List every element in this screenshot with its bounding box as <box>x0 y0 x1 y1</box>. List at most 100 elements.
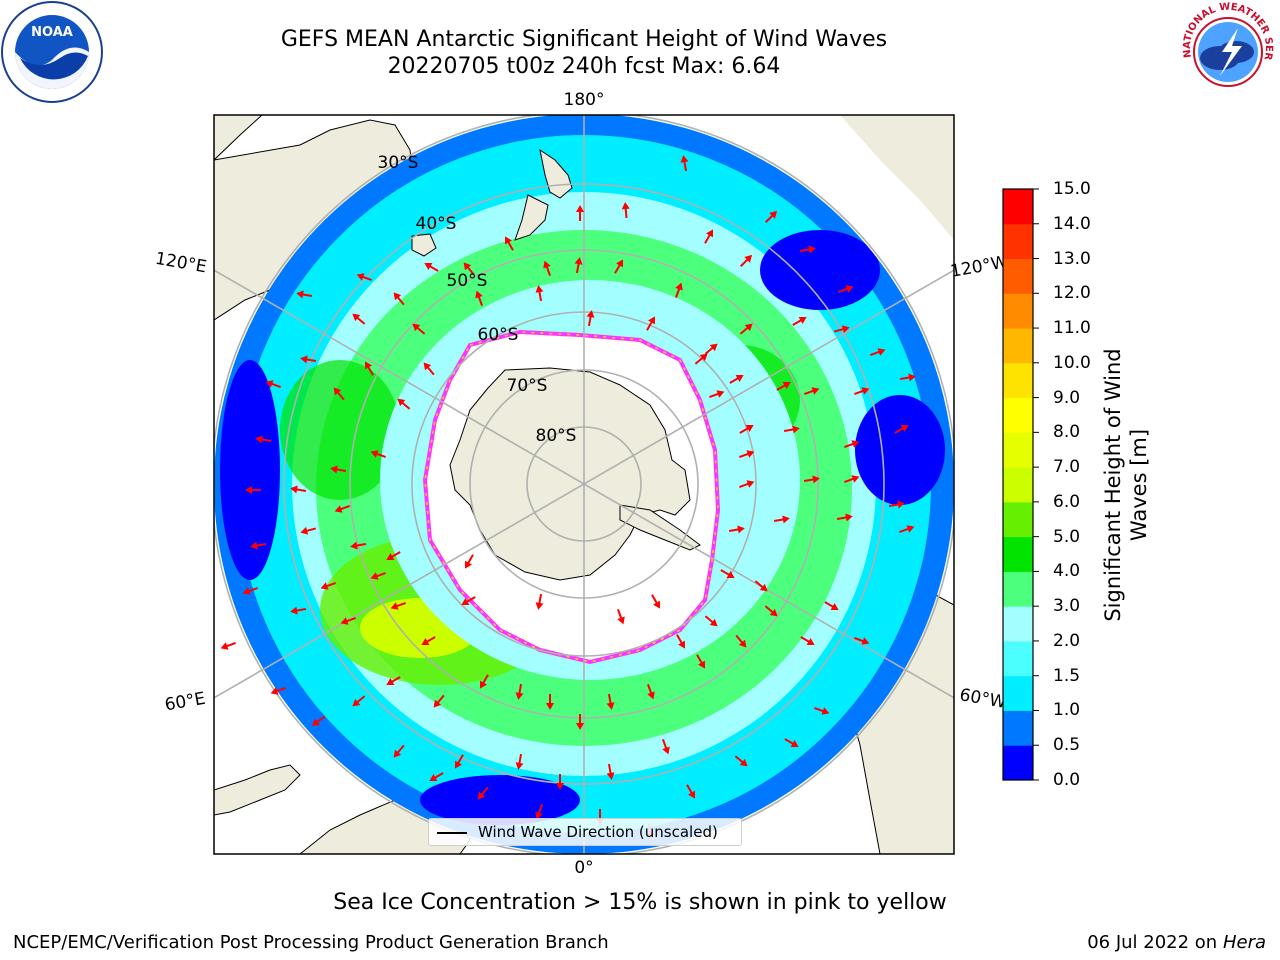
colorbar-segment <box>1003 536 1033 572</box>
colorbar-label: Significant Height of Wind Waves [m] <box>1101 348 1151 622</box>
chart-title: GEFS MEAN Antarctic Significant Height o… <box>280 27 888 52</box>
run-date-host: Hera <box>1222 932 1266 953</box>
wave-direction-arrow <box>606 693 615 710</box>
colorbar-segment <box>1003 432 1033 468</box>
colorbar-tick-label: 10.0 <box>1053 352 1091 373</box>
wave-direction-arrow <box>783 425 800 434</box>
colorbar-tick-label: 7.0 <box>1053 457 1081 478</box>
wave-direction-arrow <box>694 353 708 365</box>
wave-direction-arrow <box>330 465 347 474</box>
credit-text: NCEP/EMC/Verification Post Processing Pr… <box>13 932 609 953</box>
colorbar-frame <box>1002 188 1034 781</box>
wave-direction-arrow <box>352 695 366 707</box>
wave-direction-arrow <box>586 310 595 327</box>
wave-direction-arrow <box>739 323 753 335</box>
wave-direction-arrow <box>739 425 754 434</box>
wave-direction-arrow <box>556 774 564 790</box>
wave-direction-arrow <box>461 596 476 605</box>
colorbar-segment <box>1003 328 1033 364</box>
wave-direction-arrow <box>814 707 830 715</box>
wave-direction-arrow <box>290 606 307 615</box>
wave-direction-arrow <box>320 582 336 590</box>
wave-direction-arrow <box>676 634 685 649</box>
colorbar-tick-label: 3.0 <box>1053 596 1081 617</box>
colorbar-segment <box>1003 362 1033 399</box>
map-frame <box>213 114 955 855</box>
wave-direction-arrow <box>412 323 426 335</box>
wave-direction-arrow <box>870 348 886 356</box>
wave-direction-arrow <box>365 361 374 376</box>
wave-direction-arrow <box>300 355 317 364</box>
lat-label-50s: 50°S <box>447 271 488 291</box>
wave-direction-arrow <box>480 674 489 689</box>
lon-label-0: 0° <box>574 858 593 878</box>
wave-direction-arrow <box>386 551 401 560</box>
wave-direction-arrow <box>429 772 444 781</box>
wave-direction-arrow <box>543 260 551 276</box>
run-date-prefix: 06 Jul 2022 on <box>1087 932 1223 953</box>
lat-label-30s: 30°S <box>378 153 419 173</box>
wave-direction-arrow <box>854 637 870 645</box>
wave-direction-arrow <box>734 755 748 767</box>
wave-direction-arrow <box>646 316 655 331</box>
wave-direction-arrow <box>899 525 915 533</box>
wave-direction-arrow <box>535 593 544 610</box>
legend-label: Wind Wave Direction (unscaled) <box>478 823 718 841</box>
colorbar-tick-label: 0.5 <box>1053 735 1081 756</box>
lat-label-70s: 70°S <box>507 376 548 396</box>
wave-direction-arrow <box>800 636 815 645</box>
colorbar-tick-label: 1.0 <box>1053 700 1081 721</box>
colorbar-tick-label: 13.0 <box>1053 248 1091 269</box>
wave-direction-arrow <box>576 205 584 221</box>
wave-direction-arrow <box>340 617 356 625</box>
wave-direction-arrow <box>393 744 405 758</box>
colorbar-segment <box>1003 675 1033 711</box>
wave-direction-arrow <box>838 285 854 293</box>
wave-direction-arrow <box>696 654 705 669</box>
wave-direction-arrow <box>421 636 436 645</box>
wave-direction-arrow <box>333 387 345 401</box>
wave-direction-arrow <box>844 475 860 483</box>
wave-direction-arrow <box>739 450 755 458</box>
wave-direction-arrow <box>370 572 386 580</box>
wave-direction-arrow <box>792 317 807 326</box>
lon-label-60e: 60°E <box>163 689 207 716</box>
colorbar-segment <box>1003 640 1033 677</box>
wave-direction-arrow <box>833 325 850 334</box>
colorbar-segment <box>1003 258 1033 294</box>
wave-direction-arrow <box>704 343 718 355</box>
wave-direction-arrow <box>390 602 406 610</box>
wave-direction-arrow <box>680 155 689 172</box>
colorbar-tick-label: 0.0 <box>1053 770 1081 790</box>
colorbar-tick-label: 15.0 <box>1053 179 1091 199</box>
wave-direction-arrow <box>576 714 584 730</box>
sea-ice-note: Sea Ice Concentration > 15% is shown in … <box>333 890 947 915</box>
wave-direction-arrow <box>704 229 713 244</box>
wave-direction-arrow <box>423 362 435 376</box>
wave-direction-arrow <box>397 398 411 410</box>
wave-direction-arrow <box>334 505 350 513</box>
wave-direction-arrow <box>270 687 286 695</box>
wave-direction-arrow <box>386 676 401 685</box>
graticule <box>214 115 954 854</box>
noaa-logo-text: NOAA <box>31 25 73 40</box>
wave-direction-arrow <box>824 601 839 610</box>
wave-direction-arrow <box>250 541 267 550</box>
lat-label-40s: 40°S <box>416 214 457 234</box>
colorbar-segment <box>1003 571 1033 607</box>
wave-direction-arrow <box>799 245 816 254</box>
wave-direction-arrow <box>728 525 745 534</box>
map-legend: Wind Wave Direction (unscaled) <box>428 818 742 846</box>
lon-label-120e: 120°E <box>154 249 208 278</box>
colorbar-tick-label: 9.0 <box>1053 387 1081 408</box>
wave-direction-arrow <box>686 784 695 799</box>
wave-direction-arrows <box>220 155 916 840</box>
legend-line-swatch <box>437 832 467 834</box>
wave-direction-arrow <box>854 387 870 395</box>
lat-label-60s: 60°S <box>478 325 519 345</box>
wave-direction-arrow <box>617 609 625 625</box>
wave-direction-arrow <box>740 254 753 267</box>
wave-direction-arrow <box>424 263 439 272</box>
wave-direction-arrow <box>352 313 366 325</box>
